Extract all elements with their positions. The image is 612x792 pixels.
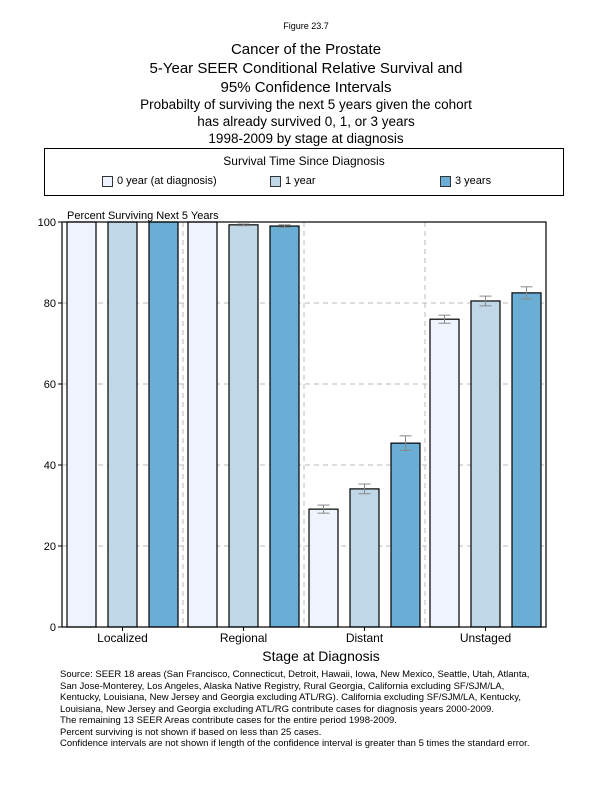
x-tick-label: Distant xyxy=(346,631,384,645)
source-line: Source: SEER 18 areas (San Francisco, Co… xyxy=(60,669,530,680)
title-line: 95% Confidence Intervals xyxy=(220,79,392,96)
y-tick-label: 60 xyxy=(44,379,56,391)
bar-localized-1 xyxy=(107,221,138,628)
x-axis-label: Stage at Diagnosis xyxy=(262,648,380,664)
source-line: Kentucky, Louisiana, New Jersey and Geor… xyxy=(60,692,521,703)
bar-distant-0 xyxy=(308,508,339,628)
y-tick-label: 80 xyxy=(44,298,56,310)
legend-item: 1 year xyxy=(270,175,316,187)
figure-number: Figure 23.7 xyxy=(283,21,329,31)
bar-regional-0 xyxy=(187,221,218,628)
bar-chart: Percent Surviving Next 5 Years Stage at … xyxy=(38,210,547,664)
y-axis-label: Percent Surviving Next 5 Years xyxy=(67,210,219,222)
source-line: San Jose-Monterey, Los Angeles, Alaska N… xyxy=(60,680,505,692)
legend-swatch xyxy=(270,175,281,187)
legend-swatch xyxy=(102,175,113,187)
subtitle-line: 1998-2009 by stage at diagnosis xyxy=(208,131,404,146)
legend-item: 3 years xyxy=(440,175,491,187)
legend-swatch xyxy=(440,175,451,187)
bar-unstaged-0 xyxy=(429,318,460,628)
y-tick-label: 100 xyxy=(38,217,56,229)
source-line: Confidence intervals are not shown if le… xyxy=(60,738,530,749)
source-notes: Source: SEER 18 areas (San Francisco, Co… xyxy=(60,669,580,750)
legend: Survival Time Since Diagnosis 0 year (at… xyxy=(44,148,564,196)
y-tick-label: 0 xyxy=(50,622,56,634)
legend-label: 1 year xyxy=(285,175,316,187)
bar-distant-2 xyxy=(390,442,421,628)
source-line: The remaining 13 SEER Areas contribute c… xyxy=(60,715,397,726)
title-line: Cancer of the Prostate xyxy=(230,41,382,58)
x-tick-label: Unstaged xyxy=(460,631,511,645)
plot-border xyxy=(61,221,547,628)
bar-localized-0 xyxy=(66,221,97,628)
source-line: Louisiana, New Jersey and Georgia exclud… xyxy=(60,703,494,715)
legend-title: Survival Time Since Diagnosis xyxy=(223,154,385,168)
bar-unstaged-2 xyxy=(511,292,542,628)
y-tick-label: 20 xyxy=(44,541,56,553)
x-tick-label: Localized xyxy=(97,631,148,645)
legend-label: 3 years xyxy=(455,175,492,187)
bar-localized-2 xyxy=(148,221,179,628)
legend-label: 0 year (at diagnosis) xyxy=(117,175,217,187)
legend-item: 0 year (at diagnosis) xyxy=(102,175,217,187)
subtitle-line: Probabilty of surviving the next 5 years… xyxy=(140,97,472,112)
bar-unstaged-1 xyxy=(470,300,501,628)
x-tick-label: Regional xyxy=(220,631,267,645)
bar-distant-1 xyxy=(349,488,380,628)
source-line: Percent surviving is not shown if based … xyxy=(60,726,322,738)
y-tick-label: 40 xyxy=(44,460,56,472)
bar-regional-2 xyxy=(269,225,300,628)
bar-regional-1 xyxy=(228,224,259,628)
title-line: 5-Year SEER Conditional Relative Surviva… xyxy=(149,60,463,77)
subtitle-line: has already survived 0, 1, or 3 years xyxy=(197,114,415,129)
